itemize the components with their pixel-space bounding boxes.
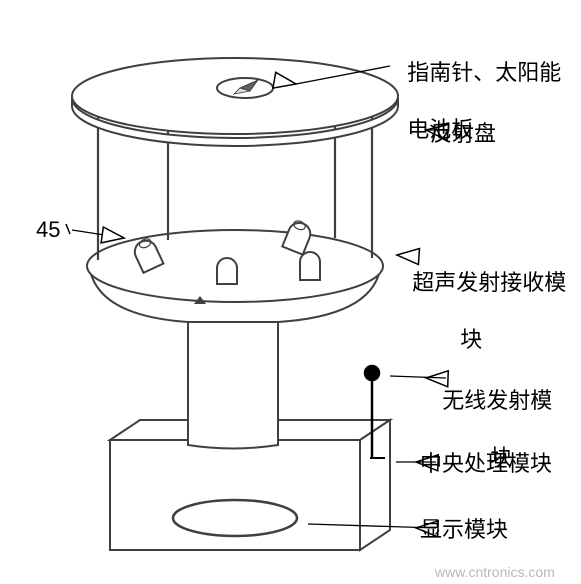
stem-cylinder xyxy=(188,318,278,449)
label-reflector: 反射盘 xyxy=(430,120,496,149)
watermark: www.cntronics.com xyxy=(435,563,555,581)
label-display: 显示模块 xyxy=(420,516,508,545)
top-disc xyxy=(72,58,398,146)
label-angle: 45 xyxy=(36,216,60,245)
label-ultrasonic-l1: 超声发射接收模 xyxy=(412,270,566,295)
label-ultrasonic: 超声发射接收模 块 xyxy=(400,240,566,354)
label-ultrasonic-l2: 块 xyxy=(412,327,482,352)
label-cpu: 中央处理模块 xyxy=(420,450,552,479)
label-wireless-l1: 无线发射模 xyxy=(442,388,552,413)
label-top-panel-l1: 指南针、太阳能 xyxy=(407,60,561,85)
